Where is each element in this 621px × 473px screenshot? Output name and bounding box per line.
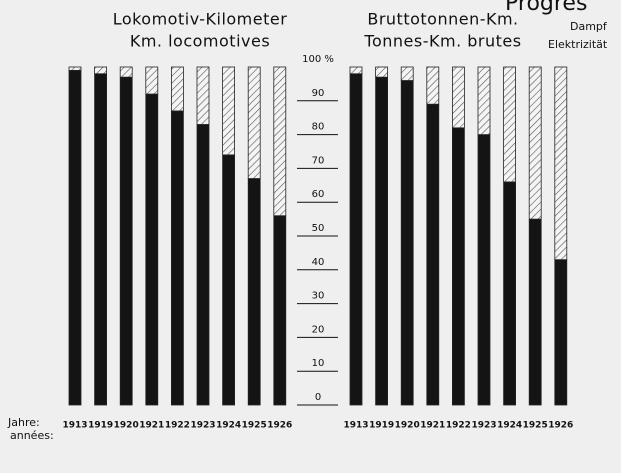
x-tick-label: 1925 [242,421,267,431]
x-tick-label: 1920 [114,421,139,431]
bar-segment [68,66,82,71]
x-tick-label: 1921 [139,421,164,431]
bar-segment [68,69,82,406]
x-tick-label: 1919 [88,421,113,431]
legend-label: Elektrizität [548,38,608,51]
x-tick-label: 1922 [446,421,471,431]
bar-segment [349,73,363,406]
bar-segment [400,66,414,81]
y-tick-label: 80 [312,122,325,133]
panel-title: Bruttotonnen-Km. [367,10,518,29]
bar-segment [145,66,159,95]
bar-segment [528,66,542,220]
bar-segment [375,66,389,78]
bar-segment [477,134,491,406]
panel-title: Km. locomotives [130,32,270,51]
bar-segment [554,66,568,261]
chart-title: Progres [505,0,587,16]
legend-label: Dampf [570,20,608,33]
bar-segment [94,66,107,75]
bar-segment [375,76,389,406]
y-tick-label: 60 [312,189,325,200]
x-tick-label: 1913 [62,421,87,431]
y-tick-label: 20 [312,324,325,335]
bar-segment [426,66,440,105]
y-tick-label: 70 [312,155,325,166]
x-tick-label: 1920 [395,421,420,431]
x-tick-label: 1923 [471,421,496,431]
bar-segment [503,181,517,406]
x-tick-label: 1913 [343,421,368,431]
y-tick-label: 10 [312,358,325,369]
y-tick-label: 30 [312,291,325,302]
x-tick-label: 1922 [165,421,190,431]
bar-segment [170,66,184,112]
x-tick-label: 1926 [267,421,292,431]
bar-segment [400,80,414,406]
x-axis-label: Jahre: [7,416,40,429]
bar-segment [528,218,542,406]
x-axis-label: années: [10,429,54,442]
bar-segment [222,154,236,406]
x-tick-label: 1919 [369,421,394,431]
bar-segment [119,76,133,406]
x-tick-label: 1924 [216,421,241,431]
bar-segment [451,127,465,406]
bar-segment [426,103,440,406]
bar-segment [554,259,568,406]
bar-segment [145,93,159,406]
bar-segment [247,66,261,179]
bar-segment [196,66,210,125]
x-tick-label: 1923 [190,421,215,431]
bar-segment [477,66,491,135]
bar-segment [349,66,363,75]
bar-segment [94,73,107,406]
bar-segment [247,178,261,406]
bar-segment [451,66,465,129]
bar-segment [503,66,517,183]
y-tick-label: 0 [315,392,321,403]
y-tick-label: 50 [312,223,325,234]
panel-title: Tonnes-Km. brutes [363,32,521,51]
bar-segment [170,110,184,406]
y-tick-label: 40 [312,257,325,268]
x-tick-label: 1924 [497,421,522,431]
bar-segment [222,66,236,156]
x-tick-label: 1921 [420,421,445,431]
x-tick-label: 1925 [523,421,548,431]
y-tick-label: 90 [312,88,325,99]
y-tick-label: 100 % [302,54,334,65]
bar-segment [196,124,210,406]
bar-segment [273,66,287,217]
x-tick-label: 1926 [548,421,573,431]
bar-segment [273,215,287,406]
bar-segment [119,66,133,78]
panel-title: Lokomotiv-Kilometer [113,10,288,29]
